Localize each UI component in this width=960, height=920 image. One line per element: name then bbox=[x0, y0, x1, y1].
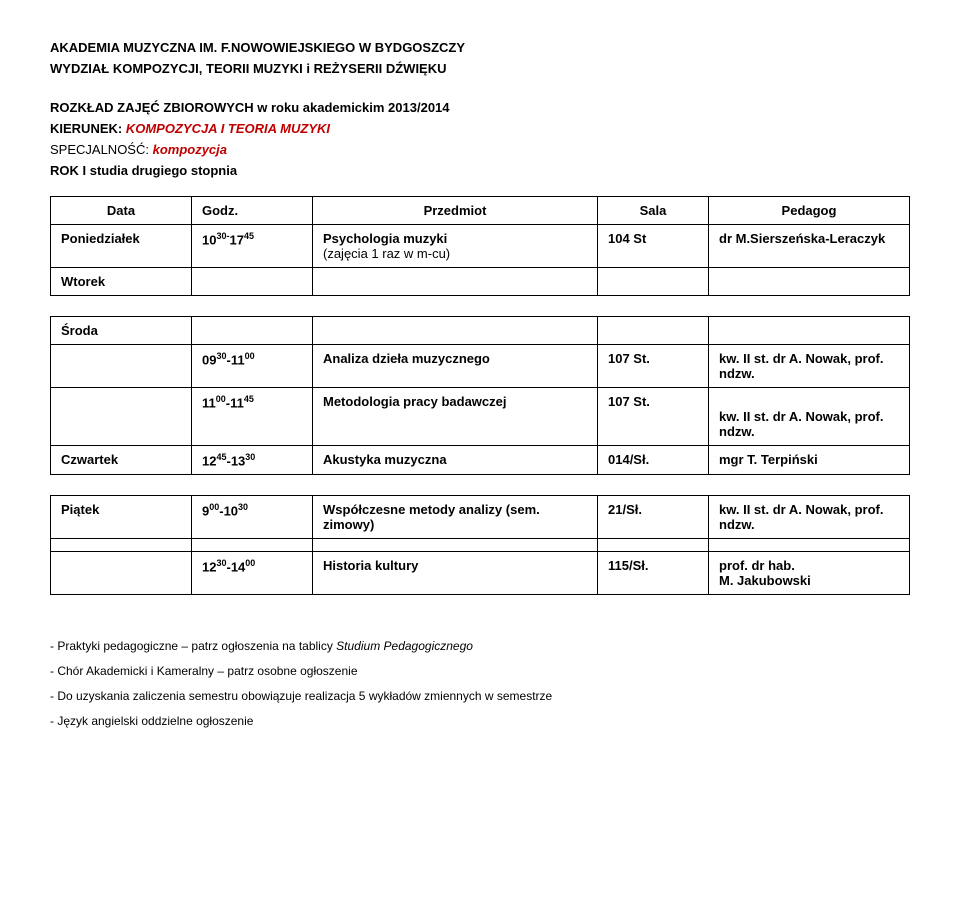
room-cell: 107 St. bbox=[598, 388, 709, 446]
faculty-name: WYDZIAŁ KOMPOZYCJI, TEORII MUZYKI i REŻY… bbox=[50, 61, 910, 76]
note-italic: Studium Pedagogicznego bbox=[336, 639, 473, 653]
col-sala: Sala bbox=[598, 197, 709, 225]
table-row: Wtorek bbox=[51, 268, 910, 296]
speciality-label: SPECJALNOŚĆ: bbox=[50, 142, 153, 157]
table-row bbox=[51, 539, 910, 552]
day-cell: Środa bbox=[51, 317, 192, 345]
time-cell bbox=[192, 539, 313, 552]
room-cell: 115/Sł. bbox=[598, 552, 709, 595]
teacher-cell bbox=[709, 317, 910, 345]
speciality-value: kompozycja bbox=[153, 142, 227, 157]
subject-cell: Współczesne metody analizy (sem. zimowy) bbox=[313, 496, 598, 539]
col-data: Data bbox=[51, 197, 192, 225]
col-pedagog: Pedagog bbox=[709, 197, 910, 225]
note-item: - Praktyki pedagogiczne – patrz ogłoszen… bbox=[50, 635, 910, 658]
teacher-cell bbox=[709, 539, 910, 552]
day-cell bbox=[51, 388, 192, 446]
time-cell: 900-1030 bbox=[192, 496, 313, 539]
teacher-title: prof. dr hab. bbox=[719, 558, 795, 573]
day-cell bbox=[51, 552, 192, 595]
table-row: 1230-1400 Historia kultury 115/Sł. prof.… bbox=[51, 552, 910, 595]
time-cell: 1245-1330 bbox=[192, 446, 313, 475]
note-item: - Do uzyskania zaliczenia semestru obowi… bbox=[50, 685, 910, 708]
time-cell: 1230-1400 bbox=[192, 552, 313, 595]
room-cell: 104 St bbox=[598, 225, 709, 268]
teacher-cell: mgr T. Terpiński bbox=[709, 446, 910, 475]
subject-name: Psychologia muzyki bbox=[323, 231, 447, 246]
table-row: 1100-1145 Metodologia pracy badawczej 10… bbox=[51, 388, 910, 446]
time-cell: 0930-1100 bbox=[192, 345, 313, 388]
teacher-name: kw. II st. dr A. Nowak, prof. ndzw. bbox=[719, 409, 883, 439]
table-row: Piątek 900-1030 Współczesne metody anali… bbox=[51, 496, 910, 539]
time-cell bbox=[192, 268, 313, 296]
table-row: Czwartek 1245-1330 Akustyka muzyczna 014… bbox=[51, 446, 910, 475]
day-cell: Piątek bbox=[51, 496, 192, 539]
schedule-table-3: Piątek 900-1030 Współczesne metody anali… bbox=[50, 495, 910, 595]
teacher-cell: prof. dr hab. M. Jakubowski bbox=[709, 552, 910, 595]
room-cell bbox=[598, 268, 709, 296]
schedule-table-1: Data Godz. Przedmiot Sala Pedagog Ponied… bbox=[50, 196, 910, 296]
subject-cell bbox=[313, 539, 598, 552]
table-row: 0930-1100 Analiza dzieła muzycznego 107 … bbox=[51, 345, 910, 388]
room-cell: 014/Sł. bbox=[598, 446, 709, 475]
subject-note: (zajęcia 1 raz w m-cu) bbox=[323, 246, 450, 261]
day-cell bbox=[51, 539, 192, 552]
teacher-cell: kw. II st. dr A. Nowak, prof. ndzw. bbox=[709, 496, 910, 539]
subject-cell: Metodologia pracy badawczej bbox=[313, 388, 598, 446]
note-text: - Praktyki pedagogiczne – patrz ogłoszen… bbox=[50, 639, 336, 653]
institution-name: AKADEMIA MUZYCZNA IM. F.NOWOWIEJSKIEGO W… bbox=[50, 40, 910, 55]
subject-cell: Akustyka muzyczna bbox=[313, 446, 598, 475]
day-cell bbox=[51, 345, 192, 388]
room-cell bbox=[598, 317, 709, 345]
day-cell: Czwartek bbox=[51, 446, 192, 475]
day-cell: Wtorek bbox=[51, 268, 192, 296]
time-cell: 1030-1745 bbox=[192, 225, 313, 268]
direction-line: KIERUNEK: KOMPOZYCJA I TEORIA MUZYKI bbox=[50, 121, 910, 136]
subject-cell: Analiza dzieła muzycznego bbox=[313, 345, 598, 388]
schedule-table-2: Środa 0930-1100 Analiza dzieła muzyczneg… bbox=[50, 316, 910, 475]
room-cell: 21/Sł. bbox=[598, 496, 709, 539]
teacher-name: M. Jakubowski bbox=[719, 573, 811, 588]
teacher-cell: kw. II st. dr A. Nowak, prof. ndzw. bbox=[709, 345, 910, 388]
table-row: Środa bbox=[51, 317, 910, 345]
col-przedmiot: Przedmiot bbox=[313, 197, 598, 225]
table-row: Poniedziałek 1030-1745 Psychologia muzyk… bbox=[51, 225, 910, 268]
time-cell bbox=[192, 317, 313, 345]
time-cell: 1100-1145 bbox=[192, 388, 313, 446]
schedule-title: ROZKŁAD ZAJĘĆ ZBIOROWYCH w roku akademic… bbox=[50, 100, 910, 115]
note-item: - Język angielski oddzielne ogłoszenie bbox=[50, 710, 910, 733]
subject-cell bbox=[313, 268, 598, 296]
table-header-row: Data Godz. Przedmiot Sala Pedagog bbox=[51, 197, 910, 225]
room-cell bbox=[598, 539, 709, 552]
subject-cell: Historia kultury bbox=[313, 552, 598, 595]
teacher-cell bbox=[709, 268, 910, 296]
direction-label: KIERUNEK: bbox=[50, 121, 126, 136]
note-item: - Chór Akademicki i Kameralny – patrz os… bbox=[50, 660, 910, 683]
teacher-cell: dr M.Sierszeńska-Leraczyk bbox=[709, 225, 910, 268]
day-cell: Poniedziałek bbox=[51, 225, 192, 268]
notes-section: - Praktyki pedagogiczne – patrz ogłoszen… bbox=[50, 635, 910, 732]
subject-cell: Psychologia muzyki (zajęcia 1 raz w m-cu… bbox=[313, 225, 598, 268]
teacher-cell: kw. II st. dr A. Nowak, prof. ndzw. bbox=[709, 388, 910, 446]
speciality-line: SPECJALNOŚĆ: kompozycja bbox=[50, 142, 910, 157]
room-cell: 107 St. bbox=[598, 345, 709, 388]
col-godz: Godz. bbox=[192, 197, 313, 225]
direction-value: KOMPOZYCJA I TEORIA MUZYKI bbox=[126, 121, 330, 136]
subject-cell bbox=[313, 317, 598, 345]
year-line: ROK I studia drugiego stopnia bbox=[50, 163, 910, 178]
